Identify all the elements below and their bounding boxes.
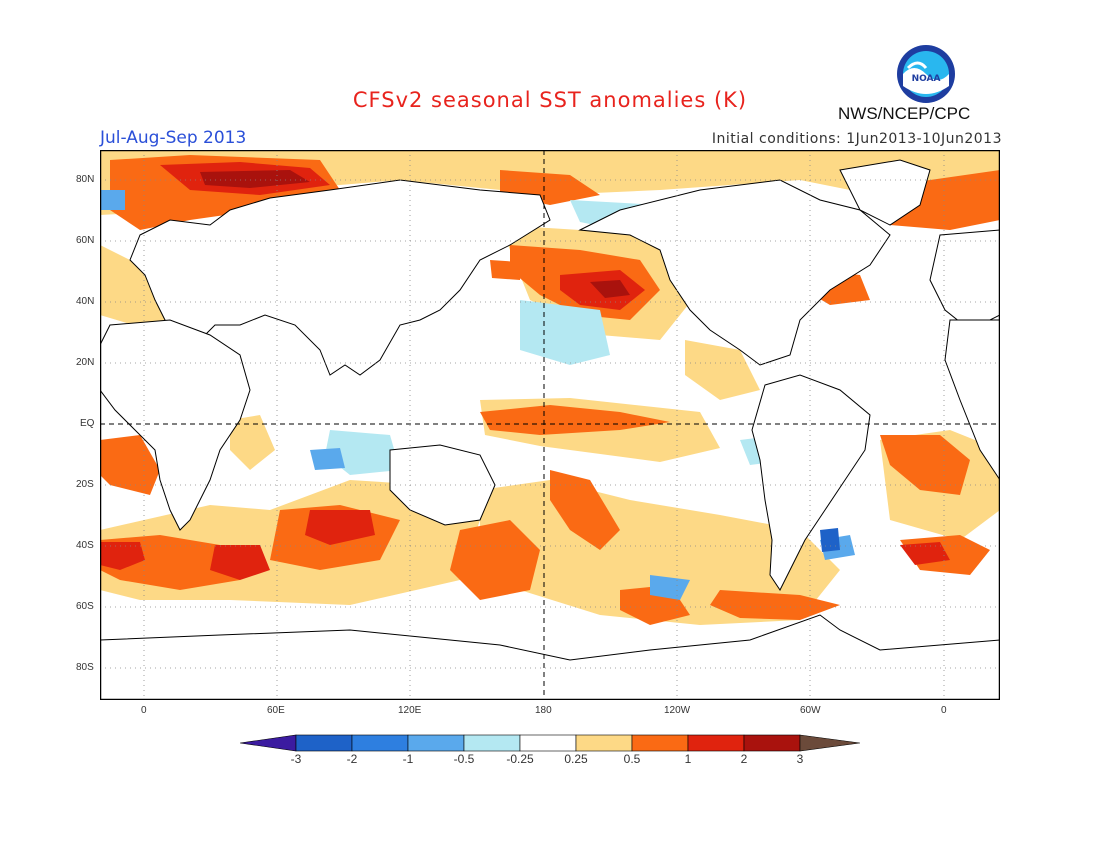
colorbar-tick-label: 0.25 xyxy=(564,752,588,766)
continents xyxy=(100,159,1000,700)
colorbar-tick-label: -0.25 xyxy=(506,752,534,766)
svg-text:NOAA: NOAA xyxy=(912,74,941,84)
lon-label-60e: 60E xyxy=(267,705,285,716)
colorbar-tick-label: -3 xyxy=(290,752,302,766)
colorbar xyxy=(240,734,860,752)
lat-lon-grid xyxy=(100,150,1000,700)
colorbar-cell xyxy=(295,734,353,752)
colorbar-cell xyxy=(575,734,633,752)
colorbar-tick-label: -0.5 xyxy=(453,752,475,766)
colorbar-cell xyxy=(351,734,409,752)
initial-conditions-label: Initial conditions: 1Jun2013-10Jun2013 xyxy=(711,131,1002,147)
lat-label-40s: 40S xyxy=(76,540,94,551)
lat-label-20s: 20S xyxy=(76,479,94,490)
lat-label-20n: 20N xyxy=(76,357,95,368)
lon-label-180: 180 xyxy=(535,705,552,716)
colorbar-low-cap xyxy=(240,734,297,752)
colorbar-tick-label: -1 xyxy=(402,752,414,766)
lat-label-60s: 60S xyxy=(76,601,94,612)
lon-label-0: 0 xyxy=(141,705,147,716)
map-title: CFSv2 seasonal SST anomalies (K) xyxy=(352,88,748,112)
darkred-anomaly-patches xyxy=(200,170,630,298)
agency-label: NWS/NCEP/CPC xyxy=(838,104,971,123)
lon-label-0-right: 0 xyxy=(941,705,947,716)
colorbar-tick-label: 2 xyxy=(740,752,748,766)
colorbar-high-cap xyxy=(799,734,860,752)
equator-dateline xyxy=(100,150,1000,700)
colorbar-tick-label: -2 xyxy=(346,752,358,766)
colorbar-tick-label: 0.5 xyxy=(623,752,641,766)
colorbar-cell xyxy=(743,734,801,752)
lon-label-60w: 60W xyxy=(800,705,821,716)
colorbar-cell xyxy=(687,734,745,752)
lat-label-40n: 40N xyxy=(76,296,95,307)
colorbar-cell xyxy=(519,734,577,752)
deepblue-anomaly-patches xyxy=(820,528,840,552)
colorbar-cell xyxy=(631,734,689,752)
blue-anomaly-patches xyxy=(100,190,855,600)
lat-label-60n: 60N xyxy=(76,235,95,246)
sst-anomaly-map xyxy=(100,150,1000,700)
map-border xyxy=(100,150,1000,700)
colorbar-cell xyxy=(407,734,465,752)
lat-label-eq: EQ xyxy=(80,418,95,429)
lat-label-80s: 80S xyxy=(76,662,94,673)
lon-label-120e: 120E xyxy=(398,705,422,716)
lon-label-120w: 120W xyxy=(664,705,691,716)
colorbar-tick-label: 3 xyxy=(796,752,804,766)
season-label: Jul-Aug-Sep 2013 xyxy=(100,128,247,148)
noaa-logo: NOAA xyxy=(897,45,955,103)
colorbar-tick-label: 1 xyxy=(684,752,692,766)
colorbar-cell xyxy=(463,734,521,752)
lat-label-80n: 80N xyxy=(76,174,95,185)
